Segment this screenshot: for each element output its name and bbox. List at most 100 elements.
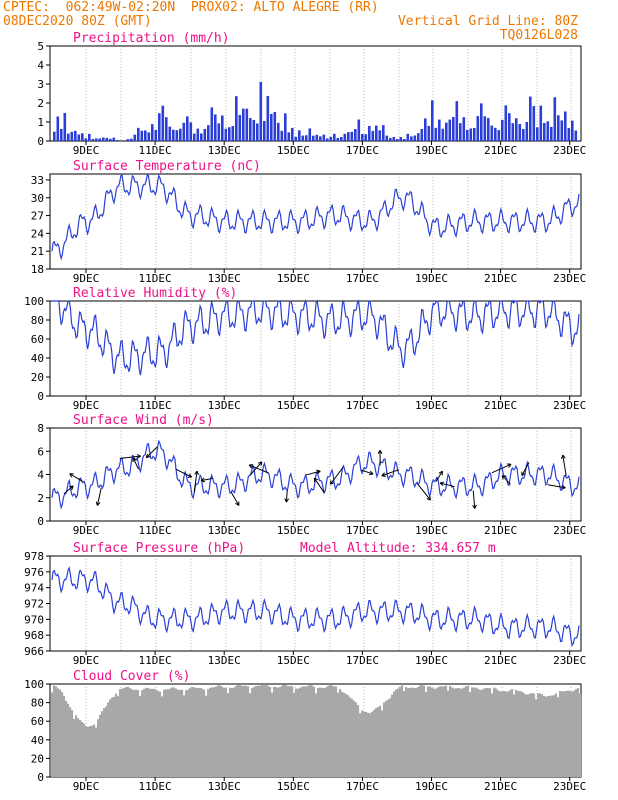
precip-bar <box>259 81 263 141</box>
cloud-bar <box>371 711 374 777</box>
cloud-bar <box>195 687 198 777</box>
cloud-bar <box>169 688 172 777</box>
wind-arrow-head <box>474 504 477 509</box>
cloud-bar <box>417 686 420 777</box>
y-tick-label: 4 <box>37 469 44 482</box>
precip-bar <box>476 116 480 141</box>
precip-bar <box>525 121 529 141</box>
cloud-bar <box>493 687 496 777</box>
cloud-bar <box>373 709 376 777</box>
cloud-bar <box>291 686 294 777</box>
wind-arrow-head <box>561 484 566 489</box>
wind-arrow-head <box>381 472 385 477</box>
cloud-bar <box>159 691 162 777</box>
precip-bar <box>238 114 242 141</box>
cloud-bar <box>453 688 456 777</box>
y-tick-label: 40 <box>31 734 44 747</box>
cloud-bar <box>161 696 164 777</box>
cloud-bar <box>389 698 392 777</box>
cloud-bar <box>561 691 564 777</box>
cloud-bar <box>441 686 444 777</box>
cloud-bar <box>193 687 196 777</box>
cloud-bar <box>445 685 448 777</box>
x-tick-label: 13DEC <box>208 144 241 157</box>
cloud-bar <box>163 689 166 777</box>
cloud-bar <box>333 686 336 777</box>
cloud-bar <box>323 688 326 777</box>
precip-bar <box>333 133 336 141</box>
precip-bar <box>214 114 217 141</box>
panel-frame <box>49 300 582 397</box>
cloud-bar <box>131 689 134 777</box>
y-tick-label: 966 <box>24 645 44 658</box>
cloud-bar <box>359 713 362 777</box>
header-model-id: TQ0126L028 <box>499 28 578 43</box>
y-tick-label: 24 <box>31 227 45 240</box>
precip-bar <box>368 125 371 141</box>
precip-bar <box>567 128 571 141</box>
cloud-bar <box>459 688 462 777</box>
cloud-bar <box>135 689 138 777</box>
wind-arrow-head <box>561 487 566 490</box>
wind-arrow-head <box>439 481 445 484</box>
precip-bar <box>438 119 441 141</box>
cloud-bar <box>391 694 394 777</box>
cloud-bar <box>337 692 340 777</box>
cloud-bar <box>473 687 476 777</box>
cloud-bar <box>531 693 534 777</box>
cloud-bar <box>283 684 286 777</box>
precip-bar <box>88 133 91 141</box>
cloud-bar <box>567 690 570 777</box>
cloud-bar <box>185 690 188 777</box>
cloud-bar <box>437 687 440 777</box>
precip-bar <box>53 131 56 141</box>
cloud-bar <box>449 685 452 777</box>
precip-bar <box>543 123 546 141</box>
cloud-bar <box>123 688 126 777</box>
cloud-bar <box>551 695 554 777</box>
precip-bar <box>539 105 543 141</box>
precip-bar <box>462 117 466 141</box>
cloud-bar <box>457 688 460 777</box>
cloud-bar <box>243 685 246 777</box>
cloud-bar <box>95 727 98 777</box>
precip-bar <box>441 128 445 141</box>
cloud-bar <box>411 687 414 777</box>
cloud-bar <box>349 697 352 777</box>
cloud-bar <box>433 688 436 777</box>
precip-bar <box>480 103 483 141</box>
x-tick-label: 9DEC <box>73 272 100 285</box>
cloud-bar <box>261 684 264 777</box>
cloud-bar <box>309 684 312 777</box>
wind-arrow <box>501 475 511 485</box>
x-tick-label: 13DEC <box>208 654 241 667</box>
precip-bar <box>196 128 200 141</box>
precip-bar <box>501 119 504 141</box>
cloud-bar <box>475 687 478 777</box>
y-tick-label: 6 <box>37 445 44 458</box>
cloud-bar <box>217 685 220 777</box>
y-tick-label: 1 <box>37 116 44 129</box>
x-tick-label: 13DEC <box>208 399 241 412</box>
y-tick-label: 970 <box>24 613 44 626</box>
y-tick-label: 60 <box>31 715 44 728</box>
wind-arrow-head <box>260 461 263 466</box>
cloud-bar <box>365 711 368 777</box>
precip-bar <box>487 118 490 141</box>
wind-arrow <box>96 487 102 506</box>
precip-bar <box>329 136 333 141</box>
x-tick-label: 17DEC <box>346 524 379 537</box>
cloud-bar <box>251 688 254 777</box>
precip-bar <box>228 127 231 141</box>
cloud-bar <box>343 692 346 777</box>
cloud-bar <box>519 691 522 777</box>
wind-arrow-head <box>188 473 193 478</box>
wind-arrow-head <box>286 498 290 503</box>
cloud-bar <box>211 687 214 777</box>
cloud-bar <box>311 685 314 777</box>
precip-bar <box>231 126 235 141</box>
precip-bar <box>91 138 95 141</box>
x-tick-label: 19DEC <box>415 780 448 793</box>
cloud-bar <box>547 696 550 777</box>
cloud-bar <box>53 685 56 777</box>
